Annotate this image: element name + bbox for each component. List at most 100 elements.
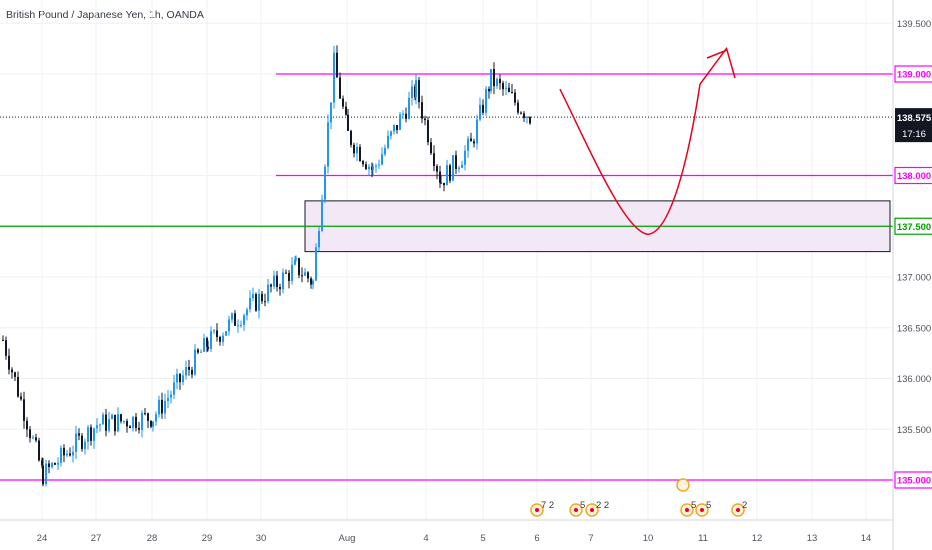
- candle-body: [93, 428, 95, 441]
- candle-body: [66, 453, 68, 456]
- candle-body: [473, 141, 475, 144]
- candle-body: [273, 275, 275, 287]
- event-dot-icon: [685, 508, 689, 512]
- candle-body: [78, 433, 80, 436]
- candle-body: [234, 313, 236, 326]
- candle-body: [246, 309, 248, 316]
- horizontal-levels: [0, 73, 893, 481]
- candle-body: [213, 330, 215, 332]
- candle-body: [467, 138, 469, 151]
- candle-body: [295, 258, 297, 260]
- candle-body: [54, 463, 56, 465]
- event-dot-icon: [574, 508, 578, 512]
- candlestick-series: [2, 45, 531, 487]
- candle-body: [499, 78, 501, 84]
- candle-body: [147, 413, 149, 421]
- candle-body: [114, 414, 116, 432]
- candle-body: [179, 373, 181, 383]
- candle-body: [102, 414, 104, 425]
- time-tick-label: 7: [588, 533, 593, 544]
- candle-body: [231, 313, 233, 320]
- price-tag: [894, 166, 932, 185]
- candle-body: [514, 92, 516, 103]
- candle-body: [123, 421, 125, 423]
- event-dot-icon: [535, 508, 539, 512]
- event-count: 2: [742, 500, 747, 511]
- candle-body: [464, 150, 466, 165]
- candle-body: [237, 325, 239, 327]
- candle-body: [321, 199, 323, 231]
- candle-body: [176, 373, 178, 383]
- candle-body: [206, 338, 208, 347]
- event-count: 5: [691, 500, 696, 511]
- countdown-label: 17:16: [902, 129, 926, 140]
- candle-body: [191, 369, 193, 375]
- candle-body: [41, 460, 43, 466]
- time-tick-label: 11: [698, 533, 708, 544]
- candle-body: [188, 367, 190, 370]
- time-tick-label: 10: [643, 533, 654, 544]
- candle-body: [203, 338, 205, 352]
- candle-body: [436, 166, 438, 172]
- candle-body: [327, 122, 329, 167]
- candle-body: [372, 166, 374, 170]
- candle-body: [126, 421, 128, 427]
- candle-body: [276, 275, 278, 287]
- event-dot-icon: [736, 508, 740, 512]
- candle-body: [261, 293, 263, 302]
- candle-body: [336, 52, 338, 78]
- candle-body: [393, 125, 395, 132]
- candle-body: [312, 280, 314, 285]
- candle-body: [446, 165, 448, 186]
- candle-body: [285, 272, 287, 274]
- candle-body: [69, 453, 71, 456]
- price-tag: [894, 471, 932, 489]
- candle-body: [405, 113, 407, 119]
- candle-body: [381, 154, 383, 165]
- candle-body: [270, 284, 272, 287]
- candle-body: [298, 258, 300, 276]
- candle-body: [200, 351, 202, 353]
- candle-body: [496, 78, 498, 87]
- projection-drawing: [559, 47, 736, 236]
- candle-body: [390, 131, 392, 136]
- price-axis: 139.500 139.000 138.000 137.500 137.000 136.5…: [892, 0, 932, 550]
- candle-body: [279, 286, 281, 290]
- candle-body: [424, 118, 426, 121]
- candle-body: [243, 315, 245, 325]
- event-icon: [676, 478, 690, 492]
- candle-body: [23, 399, 25, 421]
- candle-body: [523, 113, 525, 118]
- candle-body: [5, 340, 7, 356]
- candle-body: [294, 259, 296, 265]
- candle-body: [249, 298, 251, 310]
- candle-body: [488, 88, 490, 92]
- candle-body: [11, 369, 13, 373]
- price-tick-label: 137.500: [897, 222, 931, 233]
- candle-body: [418, 80, 420, 103]
- candle-body: [264, 301, 266, 303]
- candle-body: [17, 376, 19, 397]
- candle-body: [517, 102, 519, 113]
- candle-body: [526, 116, 528, 118]
- candle-body: [307, 272, 309, 279]
- candle-body: [461, 164, 463, 168]
- candle-body: [427, 120, 429, 143]
- candle-body: [490, 69, 492, 92]
- candle-body: [415, 80, 417, 98]
- candle-body: [197, 349, 199, 353]
- candle-body: [402, 113, 404, 115]
- candle-body: [359, 146, 361, 162]
- candle-body: [485, 88, 487, 113]
- candle-body: [26, 420, 28, 430]
- candle-body: [520, 112, 522, 114]
- projection-path: [559, 47, 728, 236]
- candle-body: [443, 182, 445, 186]
- candle-body: [194, 349, 196, 375]
- candle-body: [288, 273, 290, 281]
- chart-title: British Pound / Japanese Yen, 1h, OANDA: [6, 9, 204, 21]
- candle-body: [421, 102, 423, 119]
- candle-body: [138, 427, 140, 430]
